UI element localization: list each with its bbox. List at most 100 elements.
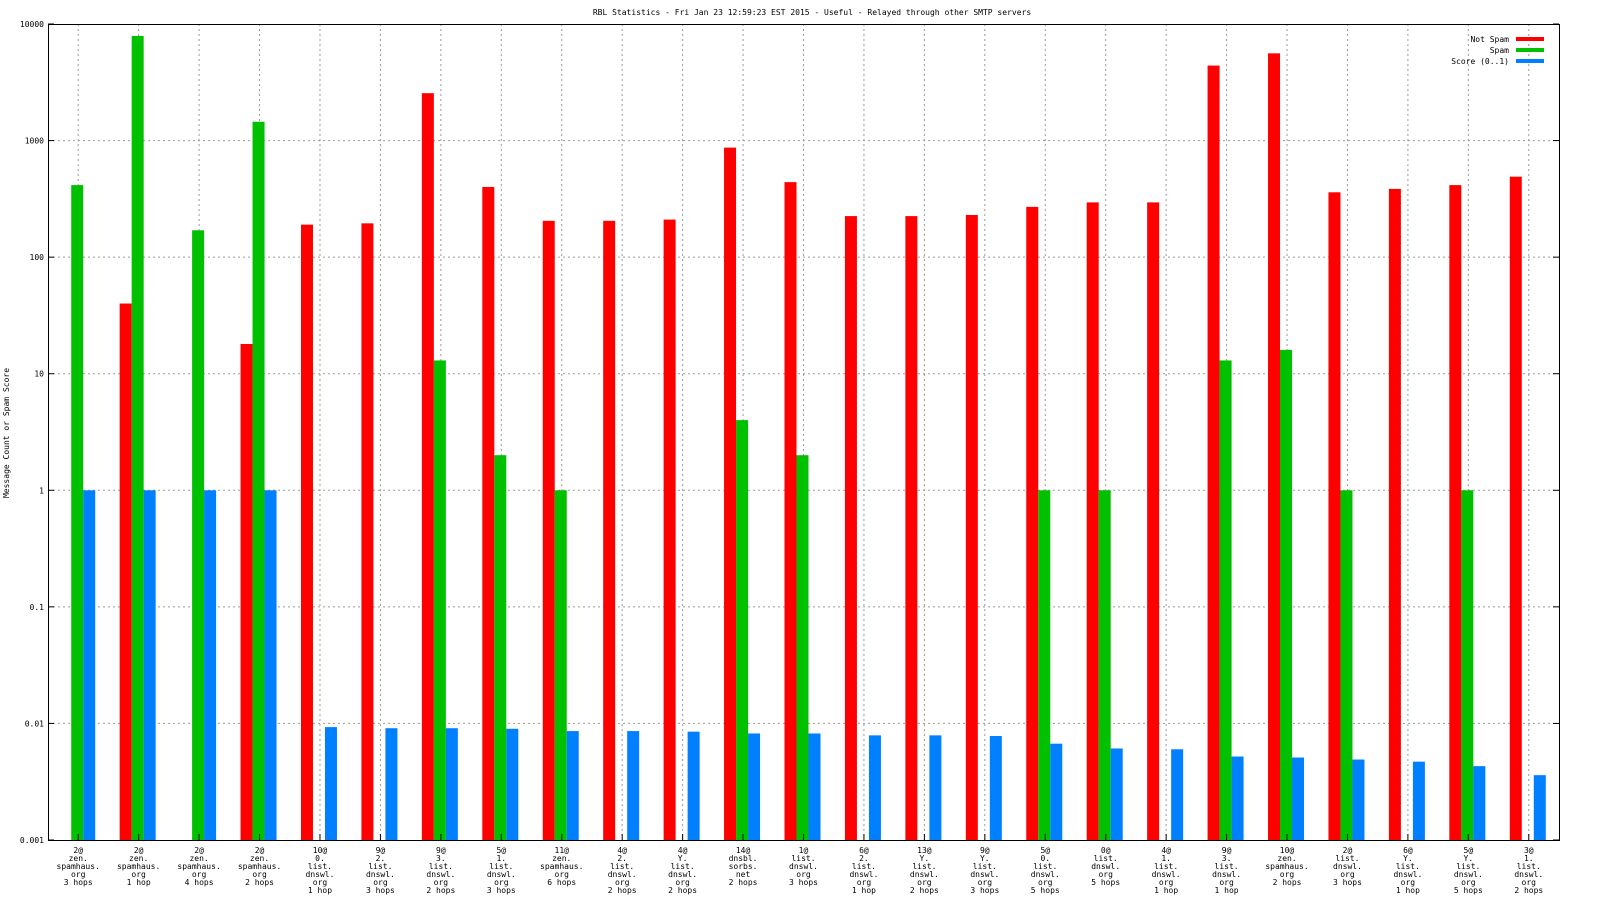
bar-score-0-1-12 (748, 733, 761, 840)
x-category-line: org (434, 878, 449, 887)
x-category-line: org (1401, 878, 1416, 887)
bar-not-spam-8 (482, 186, 495, 841)
x-category-line: 6 hops (547, 878, 576, 887)
x-category-label: 2@ zen. spamhaus. org 2 hops (238, 846, 281, 887)
x-category-line: 1 hop (308, 886, 332, 895)
y-tick-label: 1000 (25, 137, 44, 146)
bar-score-0-1-24 (1473, 766, 1486, 840)
x-category-line: list. (308, 862, 332, 871)
x-category-line: Y. (678, 854, 688, 863)
x-category-label: 4@ 1. list. dnswl. org 1 hop (1152, 846, 1181, 895)
x-category-line: org (313, 878, 328, 887)
x-category-label: 10@ zen. spamhaus. org 2 hops (1265, 846, 1308, 887)
bar-spam-12 (736, 420, 749, 840)
x-category-label: 2@ zen. spamhaus. org 4 hops (177, 846, 220, 887)
plot-frame (48, 24, 1560, 841)
x-category-line: 3 hops (64, 878, 93, 887)
x-category-line: 4@ (1161, 846, 1171, 855)
bar-not-spam-12 (724, 147, 737, 840)
x-category-line: 14@ (736, 846, 751, 855)
x-category-line: 10@ (313, 846, 328, 855)
bar-not-spam-10 (603, 220, 616, 840)
bar-spam-2 (131, 35, 144, 840)
bar-spam-7 (433, 360, 446, 840)
bar-score-0-1-21 (1292, 757, 1305, 840)
x-category-line: dnswl. (970, 870, 999, 879)
x-category-line: dnswl. (1091, 862, 1120, 871)
y-axis-label: Message Count or Spam Score (2, 368, 11, 498)
x-category-line: 4@ (678, 846, 688, 855)
bar-score-0-1-10 (627, 731, 640, 840)
x-category-label: 9@ 2. list. dnswl. org 3 hops (366, 846, 395, 895)
x-category-line: zen. (129, 854, 148, 863)
x-category-line: 2 hops (608, 886, 637, 895)
x-category-line: dnswl. (1514, 870, 1543, 879)
x-category-label: 9@ 3. list. dnswl. org 2 hops (426, 846, 455, 895)
bar-not-spam-18 (1086, 202, 1099, 841)
x-category-line: dnsbl. (729, 854, 758, 863)
bar-spam-9 (554, 490, 567, 840)
x-category-line: 1 hop (1215, 886, 1239, 895)
bar-spam-21 (1280, 349, 1293, 840)
x-category-label: 13@ Y. list. dnswl. org 2 hops (910, 846, 939, 895)
x-category-label: 14@ dnsbl. sorbs. net 2 hops (729, 846, 758, 887)
x-category-line: org (252, 870, 267, 879)
x-category-line: 2 hops (1273, 878, 1302, 887)
x-category-line: 2 hops (1514, 886, 1543, 895)
x-category-label: 0@ list. dnswl. org 5 hops (1091, 846, 1120, 887)
bar-not-spam-6 (361, 223, 374, 840)
x-category-line: 9@ (376, 846, 386, 855)
x-category-line: org (1461, 878, 1476, 887)
x-category-line: list. (1215, 862, 1239, 871)
bar-score-0-1-23 (1412, 761, 1425, 840)
bar-score-0-1-22 (1352, 759, 1365, 840)
x-category-line: list. (1094, 854, 1118, 863)
x-category-line: list. (1033, 862, 1057, 871)
x-category-line: org (131, 870, 146, 879)
bar-score-0-1-13 (808, 733, 821, 840)
x-category-line: 2 hops (668, 886, 697, 895)
x-category-line: 5 hops (1091, 878, 1120, 887)
x-category-line: 13@ (917, 846, 932, 855)
bar-spam-24 (1461, 490, 1474, 840)
x-category-line: 2@ (134, 846, 144, 855)
x-category-line: 2. (859, 854, 869, 863)
legend-label: Score (0..1) (1451, 57, 1509, 66)
x-category-line: 2. (617, 854, 627, 863)
y-tick-label: 100 (30, 253, 45, 262)
x-category-line: org (675, 878, 690, 887)
x-category-line: org (1280, 870, 1295, 879)
x-category-line: 3 hops (366, 886, 395, 895)
x-category-line: dnswl. (1031, 870, 1060, 879)
bar-not-spam-22 (1328, 192, 1341, 840)
x-category-line: 0. (1040, 854, 1050, 863)
x-category-line: org (1522, 878, 1537, 887)
x-category-line: list. (791, 854, 815, 863)
x-category-line: 3 hops (1333, 878, 1362, 887)
bar-not-spam-7 (421, 93, 434, 840)
x-category-line: org (1159, 878, 1174, 887)
x-category-label: 6@ 2. list. dnswl. org 1 hop (849, 846, 878, 895)
x-category-line: list. (671, 862, 695, 871)
x-category-line: 2 hops (245, 878, 274, 887)
x-category-line: dnswl. (789, 862, 818, 871)
x-category-line: dnswl. (1454, 870, 1483, 879)
x-category-line: 3 hops (487, 886, 516, 895)
legend-swatch (1516, 37, 1544, 41)
x-category-line: 9@ (980, 846, 990, 855)
x-category-line: dnswl. (1393, 870, 1422, 879)
x-category-label: 10@ 0. list. dnswl. org 1 hop (306, 846, 335, 895)
x-category-line: 0@ (1101, 846, 1111, 855)
x-category-line: org (978, 878, 993, 887)
x-category-line: 1. (1161, 854, 1171, 863)
x-category-line: org (555, 870, 570, 879)
x-category-line: 1. (1524, 854, 1534, 863)
x-category-line: 4@ (617, 846, 627, 855)
x-category-line: 11@ (555, 846, 570, 855)
x-category-line: 4 hops (185, 878, 214, 887)
x-category-label: 5@ 0. list. dnswl. org 5 hops (1031, 846, 1060, 895)
legend-label: Spam (1490, 46, 1509, 55)
x-category-line: dnswl. (366, 870, 395, 879)
x-category-line: 3. (1222, 854, 1232, 863)
